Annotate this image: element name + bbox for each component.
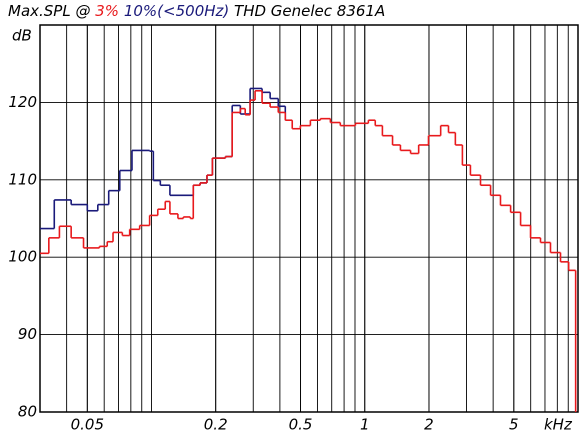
y-tick-label: 110 — [8, 170, 37, 188]
title-suffix: THD Genelec 8361A — [234, 2, 385, 20]
y-tick-label: 90 — [18, 325, 37, 343]
x-axis-label: kHz — [544, 416, 573, 434]
y-tick-label: 80 — [18, 403, 37, 421]
y-tick-label: 120 — [8, 93, 37, 111]
y-axis-label: dB — [12, 27, 32, 45]
x-tick-label: 0.05 — [71, 416, 104, 434]
chart-title: Max.SPL @ 3% 10%(<500Hz) THD Genelec 836… — [8, 2, 385, 20]
x-tick-label: 5 — [509, 416, 519, 434]
y-tick-label: 100 — [8, 248, 37, 266]
title-prefix: Max.SPL @ — [8, 2, 90, 20]
x-tick-label: 1 — [360, 416, 370, 434]
x-tick-label: 0.5 — [289, 416, 313, 434]
x-tick-label: 2 — [424, 416, 434, 434]
plot-frame — [39, 24, 579, 413]
title-series: 10%(<500Hz) — [124, 2, 229, 20]
x-tick-label: 0.2 — [204, 416, 228, 434]
title-series: 3% — [95, 2, 119, 20]
